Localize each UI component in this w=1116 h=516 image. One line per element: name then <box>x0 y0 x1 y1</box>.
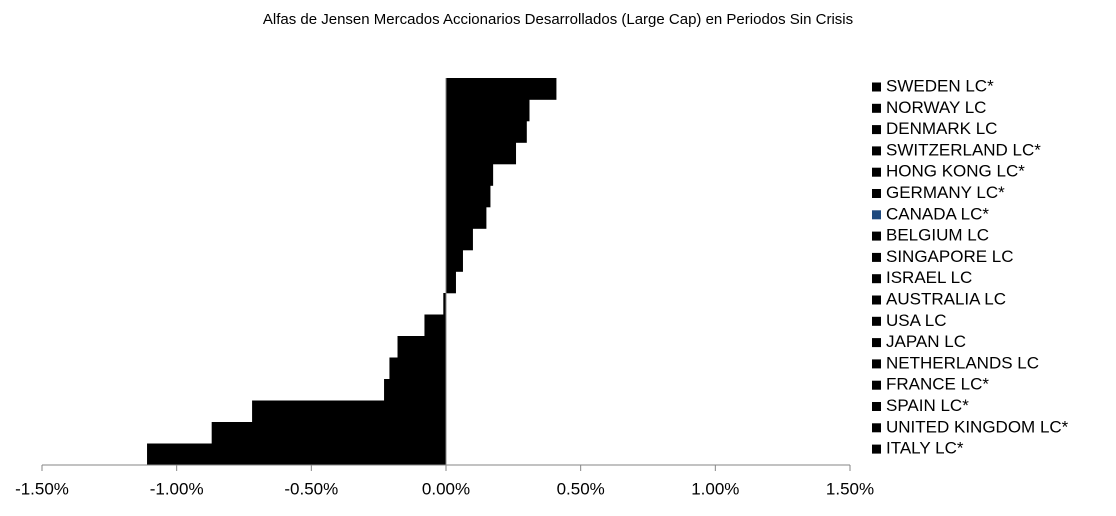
bar <box>446 99 530 122</box>
bar <box>446 164 494 186</box>
legend-swatch <box>872 252 881 262</box>
legend-swatch <box>872 338 881 348</box>
x-tick-label: 0.00% <box>422 479 470 498</box>
legend-label: SWITZERLAND LC* <box>886 140 1041 159</box>
bar <box>384 379 446 401</box>
bar <box>446 271 456 294</box>
legend-label: GERMANY LC* <box>886 183 1005 202</box>
bar <box>446 207 487 229</box>
legend-swatch <box>872 359 881 369</box>
legend-label: ISRAEL LC <box>886 268 972 287</box>
legend-swatch <box>872 274 881 284</box>
x-tick-label: 1.00% <box>691 479 739 498</box>
legend-swatch <box>872 82 881 92</box>
x-tick-label: -1.00% <box>150 479 204 498</box>
legend-label: USA LC <box>886 311 946 330</box>
x-tick-label: -1.50% <box>15 479 69 498</box>
legend-label: BELGIUM LC <box>886 226 989 245</box>
legend-label: UNITED KINGDOM LC* <box>886 417 1069 436</box>
legend-label: DENMARK LC <box>886 119 997 138</box>
legend-swatch <box>872 210 881 220</box>
legend-label: HONG KONG LC* <box>886 162 1025 181</box>
x-tick-label: 1.50% <box>826 479 874 498</box>
bar <box>389 357 446 380</box>
bar <box>147 443 447 466</box>
legend-swatch <box>872 103 881 113</box>
legend-label: SWEDEN LC* <box>886 76 994 95</box>
legend-swatch <box>872 316 881 326</box>
legend-swatch <box>872 231 881 241</box>
bar <box>446 142 517 165</box>
legend-swatch <box>872 167 881 177</box>
legend-label: CANADA LC* <box>886 204 989 223</box>
legend-label: SINGAPORE LC <box>886 247 1014 266</box>
legend-label: AUSTRALIA LC <box>886 289 1006 308</box>
legend-swatch <box>872 295 881 305</box>
legend-swatch <box>872 444 881 454</box>
bar <box>446 185 491 208</box>
bar <box>424 314 446 337</box>
bar <box>397 336 446 358</box>
x-tick-label: -0.50% <box>284 479 338 498</box>
legend-label: SPAIN LC* <box>886 396 969 415</box>
bar <box>446 121 527 143</box>
legend-label: NORWAY LC <box>886 98 986 117</box>
legend-swatch <box>872 402 881 411</box>
bar <box>252 400 446 423</box>
bar <box>443 293 446 315</box>
bar <box>446 228 473 251</box>
legend-swatch <box>872 189 881 198</box>
bar <box>211 422 446 444</box>
legend-label: ITALY LC* <box>886 439 964 458</box>
legend-label: JAPAN LC <box>886 332 966 351</box>
legend-label: NETHERLANDS LC <box>886 353 1039 372</box>
bar <box>446 78 557 100</box>
legend-label: FRANCE LC* <box>886 375 989 394</box>
legend-swatch <box>872 380 881 390</box>
x-tick-label: 0.50% <box>557 479 605 498</box>
legend-swatch <box>872 423 881 433</box>
chart-title: Alfas de Jensen Mercados Accionarios Des… <box>263 11 853 28</box>
bar <box>446 250 463 272</box>
legend-swatch <box>872 125 881 135</box>
legend-swatch <box>872 146 881 156</box>
